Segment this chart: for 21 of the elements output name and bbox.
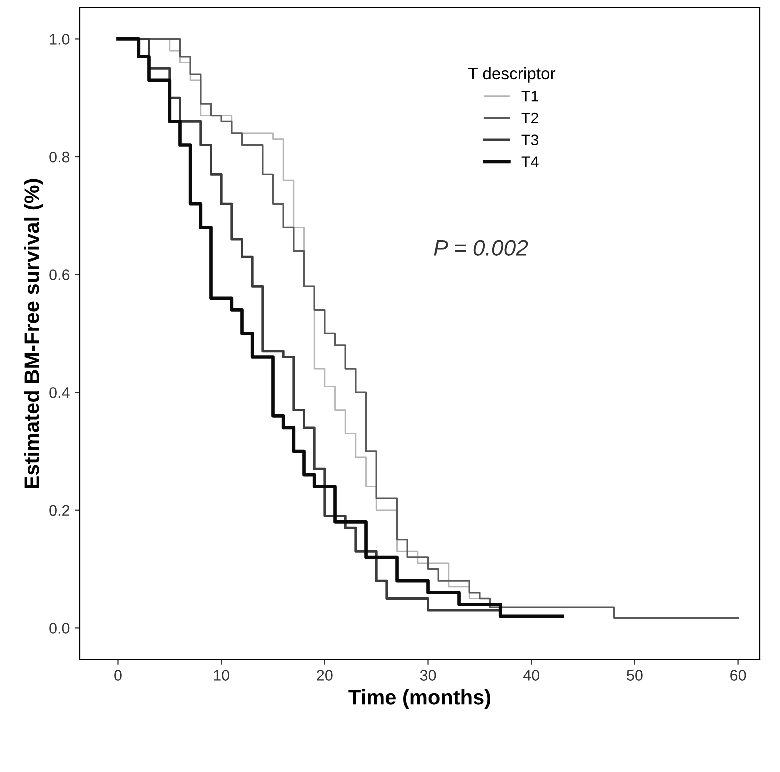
legend-label: T3 [522,134,539,146]
x-tick-label: 40 [523,670,540,681]
y-axis-title: Estimated BM-Free survival (%) [24,179,44,488]
legend-label: T4 [522,156,539,168]
legend-label: T1 [522,91,539,102]
legend-title: T descriptor [468,67,556,83]
y-tick-label: 0.4 [50,387,70,398]
y-tick-label: 1.0 [50,34,70,45]
y-tick-label: 0.2 [50,505,70,516]
legend-label: T2 [522,112,538,124]
annotation: P = 0.002 [434,240,528,256]
y-tick-label: 0.8 [50,152,70,163]
x-tick-label: 60 [730,670,746,681]
x-tick-label: 50 [627,670,643,681]
y-tick-label: 0.6 [50,270,70,280]
x-tick-label: 30 [420,670,436,681]
y-tick-label: 0.0 [50,623,70,634]
x-tick-label: 0 [114,670,122,681]
x-axis-title: Time (months) [348,690,491,709]
x-tick-label: 20 [317,670,333,681]
x-tick-label: 10 [214,670,230,681]
